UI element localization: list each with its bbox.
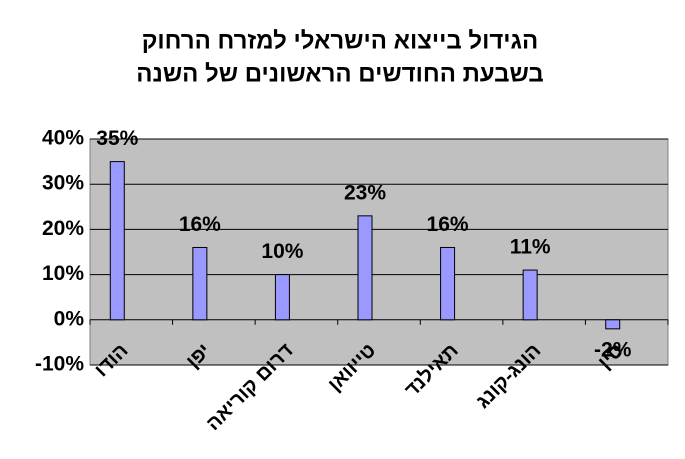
data-label: -2%	[594, 338, 632, 361]
bar	[605, 319, 621, 330]
y-tick-label: 20%	[42, 217, 84, 240]
bar	[274, 274, 290, 321]
data-label: 35%	[96, 127, 138, 150]
bar	[109, 161, 125, 321]
chart-subtitle: בשבעת החודשים הראשונים של השנה	[136, 60, 543, 87]
y-tick-label: 0%	[54, 307, 85, 330]
bar	[357, 215, 373, 321]
y-tick-label: 10%	[42, 262, 84, 285]
data-label: 16%	[427, 213, 469, 236]
y-tick-label: -10%	[35, 353, 84, 376]
chart-title: הגידול בייצוא הישראלי למזרח הרחוק	[142, 27, 539, 54]
data-label: 23%	[344, 181, 386, 204]
y-tick-label: 40%	[42, 127, 84, 150]
bar	[522, 269, 538, 321]
y-tick-label: 30%	[42, 172, 84, 195]
data-label: 16%	[179, 213, 221, 236]
bar	[440, 246, 456, 321]
bar	[192, 246, 208, 321]
data-label: 11%	[510, 236, 551, 259]
data-label: 10%	[261, 240, 303, 263]
plot-area	[89, 138, 669, 366]
